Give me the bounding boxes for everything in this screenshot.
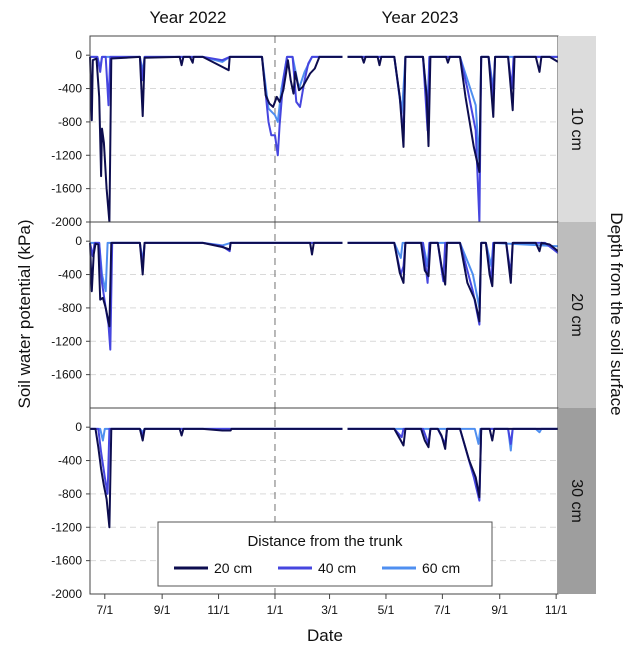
y-tick-label: -800 [58,301,82,315]
panel-background [90,36,558,222]
series-line-20-cm [89,55,559,223]
series-line-20-cm [89,241,559,328]
x-tick-label: 3/1 [321,603,338,617]
depth-strip-label: 20 cm [568,293,585,337]
legend-title: Distance from the trunk [247,533,403,550]
column-title-2022: Year 2022 [150,8,227,27]
y-tick-label: -1200 [51,520,82,534]
right-axis-label: Depth from the soil surface [607,212,626,415]
column-title-2023: Year 2023 [382,8,459,27]
legend-item-label: 60 cm [422,560,460,576]
x-tick-label: 9/1 [154,603,171,617]
panel-10-cm: 0 -400 -800 -1200 -1600 -2000 10 cm [51,35,596,229]
depth-strip [558,222,596,408]
x-tick-label: 11/1 [545,603,568,617]
x-axis: 7/1 9/1 11/1 1/1 3/1 5/1 7/1 9/1 11/1 [96,594,568,617]
legend-item-label: 20 cm [214,560,252,576]
y-axis-label: Soil water potential (kPa) [15,220,34,409]
y-tick-label: -400 [58,268,82,282]
x-tick-label: 7/1 [96,603,113,617]
y-tick-label: 0 [75,234,82,248]
data-gap [343,37,348,221]
x-tick-label: 9/1 [491,603,508,617]
data-gap [343,409,348,593]
x-axis-label: Date [307,626,343,645]
legend-box [157,521,493,587]
x-tick-label: 11/1 [207,603,230,617]
x-tick-label: 7/1 [434,603,451,617]
column-titles: Year 2022 Year 2023 [150,8,459,27]
y-tick-label: -400 [58,82,82,96]
y-tick-label: -1600 [51,554,82,568]
panels: 0 -400 -800 -1200 -1600 -2000 10 cm 0 -400 -800 -1… [51,35,596,601]
y-tick-label: 0 [75,420,82,434]
depth-strip-label: 30 cm [568,479,585,523]
y-tick-label: -1200 [51,148,82,162]
legend: Distance from the trunk 20 cm 40 cm 60 cm [157,521,493,587]
series-line-20-cm [90,427,558,529]
y-tick-label: -800 [58,115,82,129]
legend-item-label: 40 cm [318,560,356,576]
y-tick-label: -2000 [51,215,82,229]
depth-strip [558,36,596,222]
y-tick-label: -400 [58,454,82,468]
panel-20-cm: 0 -400 -800 -1200 -1600 20 cm [51,221,596,409]
depth-strip [558,408,596,594]
x-tick-label: 5/1 [378,603,395,617]
y-tick-label: -800 [58,487,82,501]
y-tick-label: -1200 [51,334,82,348]
y-tick-label: -1600 [51,368,82,382]
y-tick-label: -1600 [51,182,82,196]
x-tick-label: 1/1 [267,603,284,617]
data-gap [343,223,348,407]
y-tick-label: -2000 [51,587,82,601]
y-tick-label: 0 [75,48,82,62]
depth-strip-label: 10 cm [568,107,585,151]
